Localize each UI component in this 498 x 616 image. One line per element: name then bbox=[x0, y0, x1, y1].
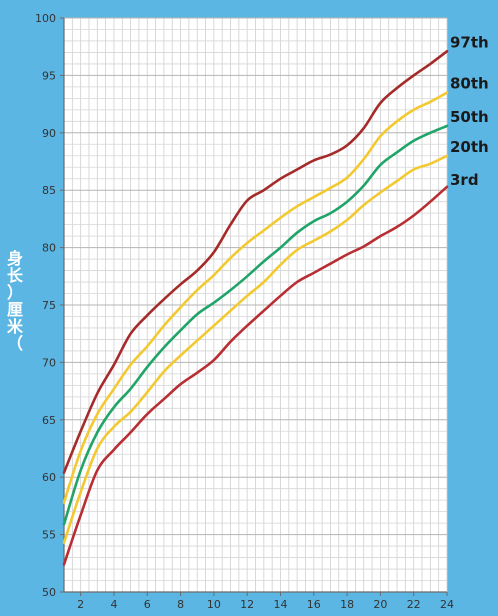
x-tick-labels: 2 4 6 8 10 12 14 16 18 20 22 24 bbox=[77, 598, 454, 611]
x-tick-label: 24 bbox=[440, 598, 454, 611]
series-label-80th: 80th bbox=[450, 75, 489, 93]
series-line-97th bbox=[62, 50, 449, 474]
series-label-3rd: 3rd bbox=[450, 171, 479, 189]
series-lines bbox=[62, 50, 449, 566]
y-axis-label-char: ） bbox=[6, 283, 23, 302]
x-tick-label: 14 bbox=[273, 598, 287, 611]
x-tick-label: 22 bbox=[407, 598, 421, 611]
y-tick-label: 75 bbox=[42, 299, 56, 312]
x-tick-label: 8 bbox=[177, 598, 184, 611]
series-end-labels: 97th 80th 50th 20th 3rd bbox=[450, 33, 489, 188]
x-tick-label: 20 bbox=[373, 598, 387, 611]
series-label-97th: 97th bbox=[450, 33, 489, 51]
series-label-20th: 20th bbox=[450, 138, 489, 156]
y-tick-label: 50 bbox=[42, 586, 56, 599]
axes bbox=[60, 17, 448, 596]
y-tick-label: 55 bbox=[42, 529, 56, 542]
y-tick-label: 90 bbox=[42, 127, 56, 140]
x-tick-label: 2 bbox=[77, 598, 84, 611]
series-line-80th bbox=[62, 91, 449, 504]
x-tick-label: 16 bbox=[307, 598, 321, 611]
y-tick-label: 60 bbox=[42, 471, 56, 484]
y-axis-label-char: 长 bbox=[6, 266, 23, 285]
series-line-20th bbox=[62, 154, 449, 544]
y-tick-labels: 50 55 60 65 70 75 80 85 90 95 100 bbox=[35, 12, 56, 599]
series-line-3rd bbox=[62, 185, 449, 566]
y-axis-label-char: 米 bbox=[6, 317, 23, 336]
x-tick-label: 18 bbox=[340, 598, 354, 611]
y-tick-label: 80 bbox=[42, 242, 56, 255]
y-axis-label-char: 厘 bbox=[6, 300, 23, 319]
series-line-50th bbox=[62, 124, 449, 526]
x-tick-label: 10 bbox=[207, 598, 221, 611]
y-axis-label-char: 身 bbox=[6, 249, 23, 268]
y-tick-label: 95 bbox=[42, 69, 56, 82]
y-tick-label: 65 bbox=[42, 414, 56, 427]
x-tick-label: 4 bbox=[110, 598, 117, 611]
y-tick-label: 70 bbox=[42, 356, 56, 369]
series-label-50th: 50th bbox=[450, 108, 489, 126]
y-axis-label: 身 长 ） 厘 米 （ bbox=[2, 250, 28, 352]
y-axis-label-char: （ bbox=[6, 334, 23, 353]
x-tick-label: 12 bbox=[240, 598, 254, 611]
y-tick-label: 100 bbox=[35, 12, 56, 25]
y-tick-label: 85 bbox=[42, 184, 56, 197]
x-tick-label: 6 bbox=[144, 598, 151, 611]
